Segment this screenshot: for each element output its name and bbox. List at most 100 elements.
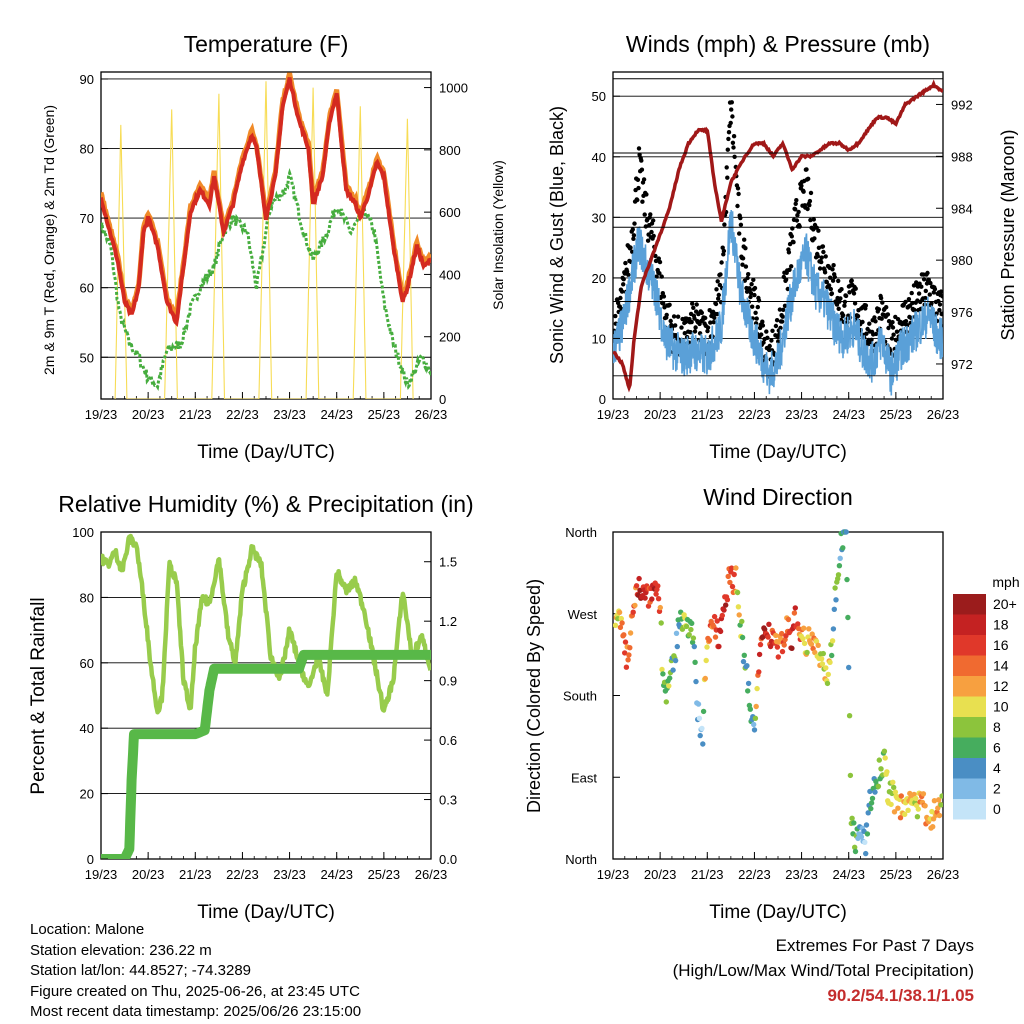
gust-point	[937, 302, 943, 307]
rh-xlabel: Time (Day/UTC)	[197, 902, 335, 923]
legend-swatch	[953, 635, 986, 656]
gust-point	[648, 212, 653, 217]
y-tick-label-right: 800	[439, 143, 461, 158]
direction-point	[907, 790, 913, 797]
x-tick-label: 22/23	[226, 407, 259, 422]
direction-point	[699, 725, 705, 732]
direction-point	[823, 665, 829, 671]
direction-point	[657, 604, 663, 611]
direction-point	[914, 814, 921, 820]
direction-point	[830, 626, 837, 632]
gust-point	[843, 293, 849, 299]
direction-point	[884, 769, 890, 775]
y-tick-label-left: 70	[80, 211, 94, 226]
y-tick-label-right: 992	[951, 97, 973, 112]
extremes-box: Extremes For Past 7 Days (High/Low/Max W…	[673, 933, 974, 1008]
y-tick-label-left: 30	[592, 210, 606, 225]
direction-point	[731, 571, 737, 578]
gust-point	[869, 337, 874, 342]
legend-swatch	[953, 676, 986, 697]
direction-point	[706, 637, 713, 644]
y-tick-label-left: North	[565, 852, 597, 867]
gust-point	[692, 329, 698, 334]
direction-point	[617, 624, 624, 631]
y-tick-label-left: West	[568, 607, 598, 622]
x-tick-label: 24/23	[832, 867, 865, 882]
gust-point	[925, 270, 930, 276]
direction-point	[863, 850, 869, 857]
direction-point	[800, 636, 806, 642]
direction-point	[846, 664, 852, 671]
extremes-values: 90.2/54.1/38.1/1.05	[827, 986, 974, 1005]
x-tick-label: 26/23	[927, 407, 960, 422]
direction-point	[820, 650, 826, 657]
direction-point	[637, 587, 643, 593]
y-tick-label-left: 0	[87, 852, 94, 867]
x-tick-label: 24/23	[320, 407, 353, 422]
gust-point	[747, 287, 753, 292]
direction-point	[863, 822, 870, 828]
direction-point	[642, 595, 648, 601]
legend-swatch	[953, 696, 986, 717]
direction-point	[882, 755, 888, 761]
y-tick-label-right: 984	[951, 201, 973, 216]
gust-point	[923, 288, 928, 294]
gust-point	[879, 316, 884, 321]
direction-point	[725, 573, 731, 580]
x-tick-label: 22/23	[738, 407, 771, 422]
direction-point	[752, 715, 759, 721]
direction-point	[667, 675, 673, 681]
direction-point	[727, 579, 733, 586]
direction-point	[843, 529, 849, 535]
temp-ylabel-right: Solar Insolation (Yellow)	[490, 160, 506, 310]
direction-point	[616, 609, 623, 616]
direction-point	[888, 801, 894, 808]
y-tick-label-left: 50	[80, 350, 94, 365]
direction-point	[739, 634, 746, 641]
gust-point	[675, 314, 681, 319]
x-tick-label: 20/23	[132, 867, 165, 882]
gust-point	[679, 325, 684, 330]
x-tick-label: 26/23	[415, 407, 448, 422]
gust-point	[940, 294, 943, 299]
gust-point	[759, 332, 764, 337]
direction-point	[878, 766, 884, 772]
gust-point	[851, 291, 857, 296]
gust-point	[921, 277, 927, 282]
gust-point	[693, 325, 698, 330]
direction-point	[739, 618, 745, 625]
gust-point	[630, 227, 635, 232]
gust-point	[753, 310, 758, 315]
direction-point	[744, 663, 750, 669]
y-tick-label-right: 0.0	[439, 852, 457, 867]
direction-point	[717, 628, 724, 635]
direction-point	[767, 643, 774, 650]
gust-point	[690, 301, 695, 306]
x-tick-label: 25/23	[368, 407, 401, 422]
gust-point	[886, 325, 891, 331]
gust-point	[873, 319, 878, 324]
gust-point	[873, 331, 879, 337]
x-tick-label: 23/23	[273, 407, 306, 422]
gust-point	[751, 277, 756, 282]
y-tick-label-left: 0	[599, 392, 606, 407]
gust-point	[864, 331, 869, 336]
gust-point	[785, 286, 790, 292]
direction-point	[862, 839, 868, 845]
legend-label: 6	[993, 740, 1001, 756]
x-tick-label: 23/23	[273, 867, 306, 882]
direction-point	[653, 591, 659, 597]
direction-point	[895, 805, 901, 811]
temp-title: Temperature (F)	[184, 31, 349, 57]
gust-point	[743, 246, 748, 251]
gust-point	[754, 316, 759, 321]
gust-point	[749, 282, 754, 287]
direction-point	[875, 783, 882, 789]
plot-frame	[100, 71, 432, 400]
gust-point	[732, 154, 737, 159]
legend-swatch	[953, 655, 986, 676]
sonic-wind-line	[613, 209, 943, 396]
direction-point	[690, 635, 697, 641]
wind-xlabel: Time (Day/UTC)	[709, 442, 847, 463]
gust-point	[694, 302, 699, 307]
